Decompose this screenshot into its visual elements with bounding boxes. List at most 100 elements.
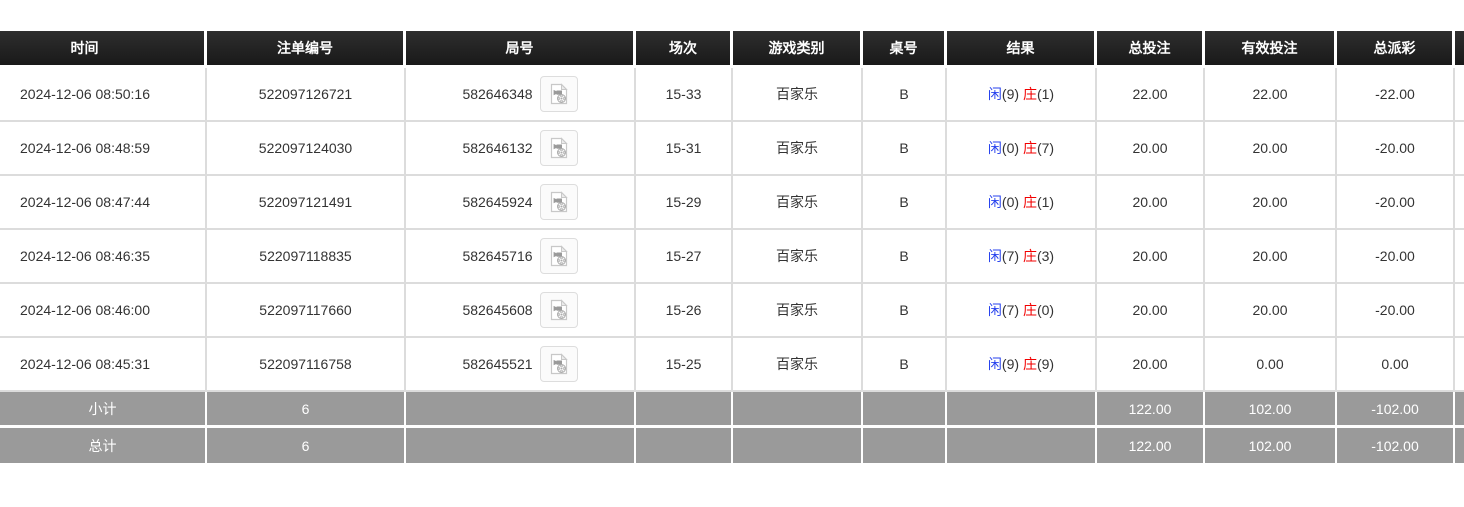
game-type-cell: 百家乐: [733, 176, 863, 230]
table-no-cell: B: [863, 122, 947, 176]
time-cell: 2024-12-06 08:45:31: [0, 338, 207, 392]
session-cell: 15-26: [636, 284, 733, 338]
valid-bet-cell: 0.00: [1205, 338, 1337, 392]
table-no-cell: B: [863, 284, 947, 338]
round-id-cell: 582646348: [406, 68, 636, 122]
result-cell: 闲(7) 庄(3): [947, 230, 1097, 284]
summary-empty-cell: [863, 428, 947, 463]
table-row: 2024-12-06 08:50:16 522097126721 582646348…: [0, 68, 1464, 122]
summary-valid-bet-cell: 102.00: [1205, 428, 1337, 463]
summary-count-cell: 6: [207, 428, 406, 463]
time-cell: 2024-12-06 08:46:35: [0, 230, 207, 284]
banker-score: (1): [1036, 194, 1055, 210]
banker-label: 庄: [1022, 194, 1037, 210]
video-file-icon: [550, 299, 568, 321]
bet-id-cell: 522097124030: [207, 122, 406, 176]
round-number: 582645924: [462, 194, 533, 210]
video-replay-button[interactable]: [539, 292, 578, 328]
extra-cell: [1455, 122, 1464, 176]
valid-bet-cell: 22.00: [1205, 68, 1337, 122]
total-payout-cell: -20.00: [1337, 122, 1455, 176]
total-payout-cell: -22.00: [1337, 68, 1455, 122]
result-cell: 闲(9) 庄(9): [947, 338, 1097, 392]
valid-bet-cell: 20.00: [1205, 122, 1337, 176]
banker-label: 庄: [1022, 86, 1037, 102]
total-bet-cell: 20.00: [1097, 284, 1205, 338]
video-replay-button[interactable]: [539, 238, 578, 274]
column-header-round_id: 局号: [406, 31, 636, 68]
summary-empty-cell: [947, 428, 1097, 463]
session-cell: 15-25: [636, 338, 733, 392]
summary-empty-cell: [863, 392, 947, 428]
betting-records-table: 时间 注单编号 局号 场次 游戏类别 桌号 结果 总投注 有效投注 总派彩 2024-12-06 …: [0, 31, 1464, 463]
total-bet-cell: 22.00: [1097, 68, 1205, 122]
round-id-cell: 582645521: [406, 338, 636, 392]
player-score: (9): [1001, 356, 1020, 372]
session-cell: 15-33: [636, 68, 733, 122]
grandtotal-row: 总计 6 122.00 102.00 -102.00: [0, 428, 1464, 463]
summary-total-bet-cell: 122.00: [1097, 428, 1205, 463]
subtotal-row: 小计 6 122.00 102.00 -102.00: [0, 392, 1464, 428]
player-label: 闲: [987, 140, 1002, 156]
video-replay-button[interactable]: [539, 130, 578, 166]
total-bet-cell: 20.00: [1097, 176, 1205, 230]
video-file-icon: [550, 83, 568, 105]
video-replay-button[interactable]: [539, 184, 578, 220]
extra-cell: [1455, 176, 1464, 230]
total-bet-cell: 20.00: [1097, 338, 1205, 392]
summary-empty-cell: [406, 392, 636, 428]
session-cell: 15-31: [636, 122, 733, 176]
game-type-cell: 百家乐: [733, 230, 863, 284]
column-header-bet_id: 注单编号: [207, 31, 406, 68]
result-cell: 闲(9) 庄(1): [947, 68, 1097, 122]
summary-empty-cell: [406, 428, 636, 463]
round-id-cell: 582645924: [406, 176, 636, 230]
video-replay-button[interactable]: [539, 76, 578, 112]
total-bet-cell: 20.00: [1097, 230, 1205, 284]
round-id-cell: 582645608: [406, 284, 636, 338]
player-label: 闲: [987, 356, 1002, 372]
extra-cell: [1455, 68, 1464, 122]
player-label: 闲: [987, 86, 1002, 102]
player-score: (0): [1001, 194, 1020, 210]
video-replay-button[interactable]: [539, 346, 578, 382]
bet-id-cell: 522097116758: [207, 338, 406, 392]
time-cell: 2024-12-06 08:47:44: [0, 176, 207, 230]
banker-label: 庄: [1022, 140, 1037, 156]
game-type-cell: 百家乐: [733, 68, 863, 122]
player-label: 闲: [987, 302, 1002, 318]
summary-empty-cell: [636, 392, 733, 428]
banker-score: (3): [1036, 248, 1055, 264]
result-cell: 闲(7) 庄(0): [947, 284, 1097, 338]
game-type-cell: 百家乐: [733, 284, 863, 338]
round-number: 582645521: [462, 356, 533, 372]
result-cell: 闲(0) 庄(7): [947, 122, 1097, 176]
summary-label-cell: 小计: [0, 392, 207, 428]
banker-score: (0): [1036, 302, 1055, 318]
player-score: (7): [1001, 248, 1020, 264]
video-file-icon: [550, 245, 568, 267]
bet-id-cell: 522097117660: [207, 284, 406, 338]
summary-label-cell: 总计: [0, 428, 207, 463]
extra-cell: [1455, 284, 1464, 338]
time-cell: 2024-12-06 08:50:16: [0, 68, 207, 122]
table-no-cell: B: [863, 68, 947, 122]
table-row: 2024-12-06 08:46:35 522097118835 582645716…: [0, 230, 1464, 284]
banker-score: (9): [1036, 356, 1055, 372]
column-header-game_type: 游戏类别: [733, 31, 863, 68]
column-header-total_bet: 总投注: [1097, 31, 1205, 68]
time-cell: 2024-12-06 08:46:00: [0, 284, 207, 338]
table-row: 2024-12-06 08:47:44 522097121491 582645924…: [0, 176, 1464, 230]
summary-extra-cell: [1455, 428, 1464, 463]
bet-id-cell: 522097118835: [207, 230, 406, 284]
table-row: 2024-12-06 08:48:59 522097124030 582646132…: [0, 122, 1464, 176]
total-bet-cell: 20.00: [1097, 122, 1205, 176]
player-label: 闲: [987, 248, 1002, 264]
column-header-valid_bet: 有效投注: [1205, 31, 1337, 68]
round-id-cell: 582645716: [406, 230, 636, 284]
session-cell: 15-27: [636, 230, 733, 284]
valid-bet-cell: 20.00: [1205, 284, 1337, 338]
summary-count-cell: 6: [207, 392, 406, 428]
summary-empty-cell: [636, 428, 733, 463]
header-row: 时间 注单编号 局号 场次 游戏类别 桌号 结果 总投注 有效投注 总派彩: [0, 31, 1464, 68]
